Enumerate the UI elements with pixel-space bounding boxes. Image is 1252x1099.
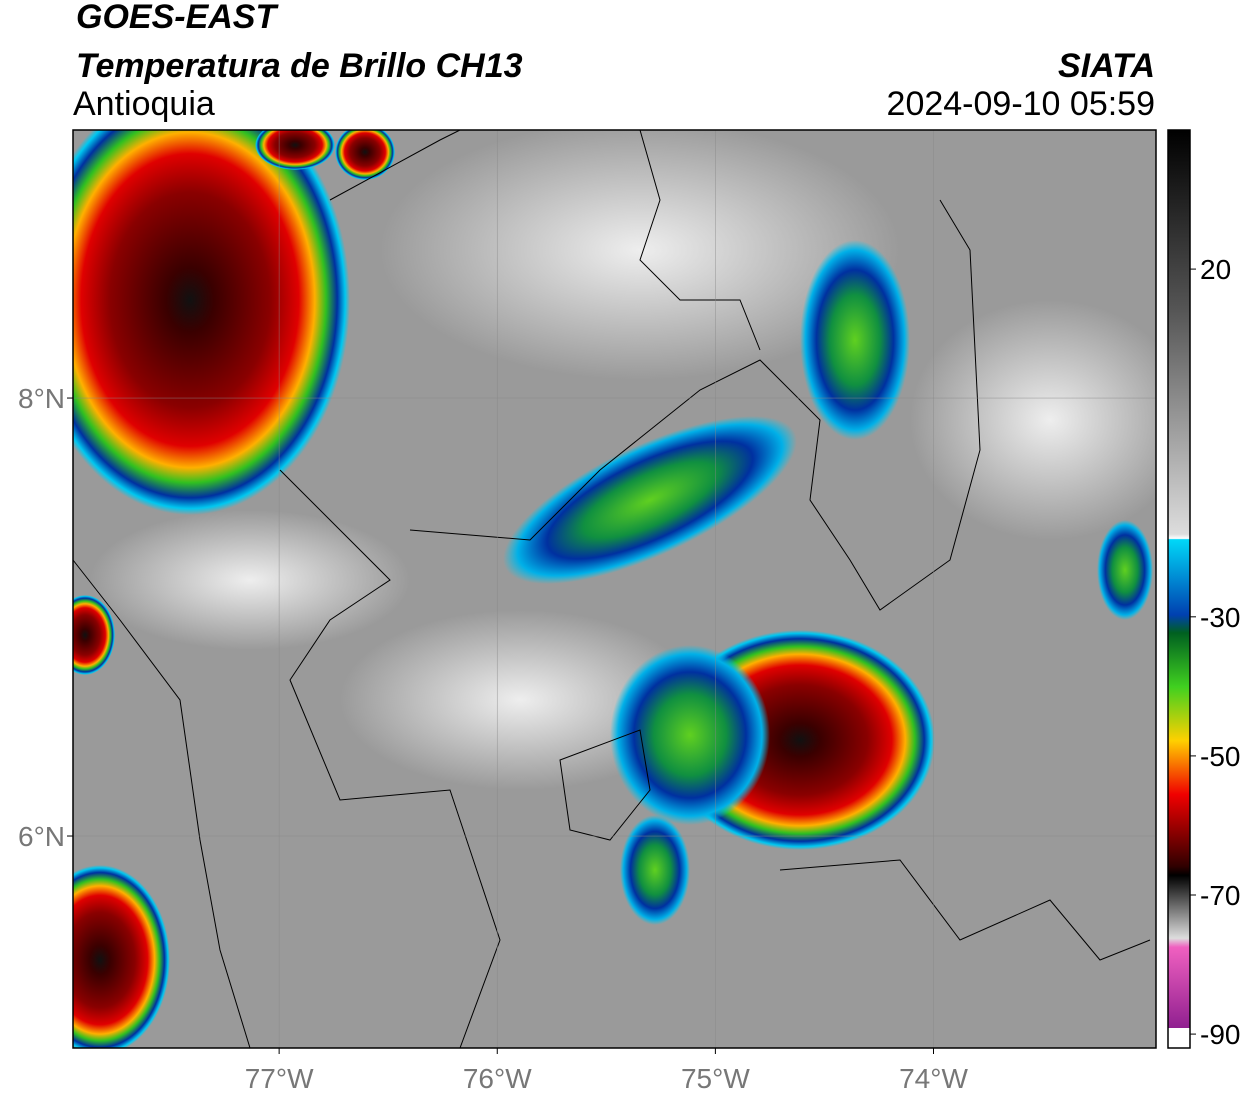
colorbar-tick-label: -50 xyxy=(1200,741,1240,772)
colorbar-tick-label: -70 xyxy=(1200,880,1240,911)
grid xyxy=(73,130,1156,1048)
storm xyxy=(620,815,690,925)
satellite-title: GOES-EAST xyxy=(76,0,279,36)
x-tick-label: 77°W xyxy=(245,1063,314,1094)
storm xyxy=(503,415,797,585)
border xyxy=(329,130,461,201)
border xyxy=(779,859,1151,961)
y-tick-label: 6°N xyxy=(18,821,65,852)
datetime-label: 2024-09-10 05:59 xyxy=(887,85,1155,123)
storm xyxy=(610,645,770,825)
x-tick-label: 74°W xyxy=(899,1063,968,1094)
storm xyxy=(255,130,335,170)
colorbar-tick-label: 20 xyxy=(1200,254,1231,285)
border xyxy=(639,130,761,351)
cloud xyxy=(90,510,410,650)
storm xyxy=(73,595,115,675)
cloud xyxy=(380,130,900,380)
storm xyxy=(73,865,170,1048)
x-tick-label: 75°W xyxy=(681,1063,750,1094)
border xyxy=(559,729,651,841)
map-frame xyxy=(72,129,1157,1049)
colorbar-under xyxy=(1168,1028,1190,1048)
colorbar-tick-label: -90 xyxy=(1200,1019,1240,1050)
colorbar xyxy=(1168,130,1190,1028)
product-title: Temperatura de Brillo CH13 xyxy=(76,47,523,85)
y-tick-label: 8°N xyxy=(18,383,65,414)
storm xyxy=(1097,520,1153,620)
cloud xyxy=(340,610,700,790)
map-image xyxy=(73,130,1156,1048)
storm xyxy=(800,240,910,440)
region-label: Antioquia xyxy=(73,85,215,123)
x-tick-label: 76°W xyxy=(463,1063,532,1094)
storm xyxy=(335,130,395,180)
border xyxy=(73,559,251,1048)
border xyxy=(409,199,981,611)
colorbar-tick-label: -30 xyxy=(1200,602,1240,633)
border xyxy=(279,469,501,1048)
cloud xyxy=(910,300,1156,540)
colorbar-frame xyxy=(1167,129,1191,1049)
borders xyxy=(73,130,1151,1048)
storm xyxy=(73,130,350,515)
source-label: SIATA xyxy=(1058,47,1155,85)
